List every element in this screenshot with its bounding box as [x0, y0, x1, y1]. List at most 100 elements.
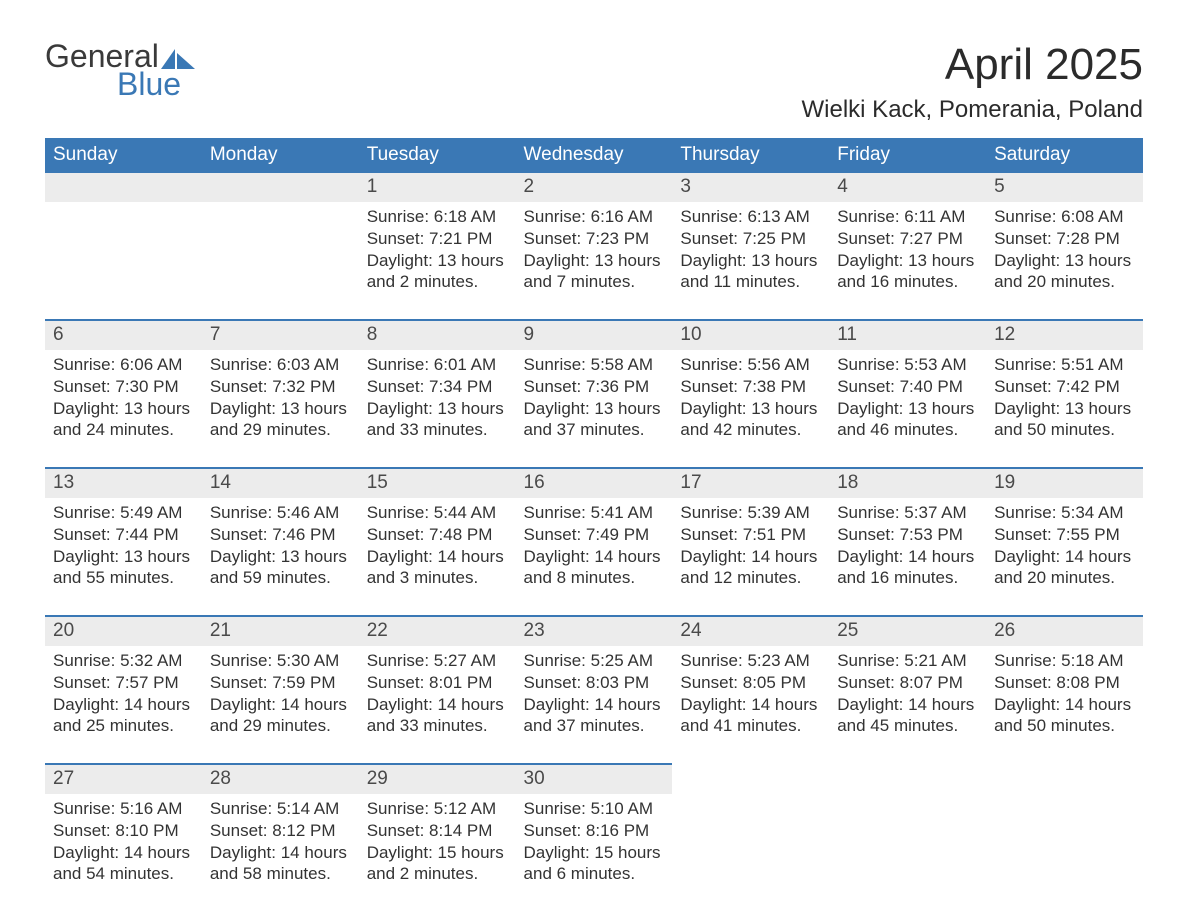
day-cell: 1Sunrise: 6:18 AMSunset: 7:21 PMDaylight… [359, 173, 516, 320]
daylight-line-2: and 59 minutes. [210, 567, 351, 589]
sunrise-line: Sunrise: 5:44 AM [367, 502, 508, 524]
sunrise-line: Sunrise: 5:18 AM [994, 650, 1135, 672]
day-cell: 28Sunrise: 5:14 AMSunset: 8:12 PMDayligh… [202, 764, 359, 911]
daylight-line-2: and 50 minutes. [994, 715, 1135, 737]
daylight-line-2: and 16 minutes. [837, 567, 978, 589]
day-cell: 4Sunrise: 6:11 AMSunset: 7:27 PMDaylight… [829, 173, 986, 320]
day-body: Sunrise: 6:11 AMSunset: 7:27 PMDaylight:… [829, 202, 986, 319]
sunset-line: Sunset: 7:57 PM [53, 672, 194, 694]
day-number: 14 [202, 469, 359, 498]
day-number: 6 [45, 321, 202, 350]
day-number: 16 [516, 469, 673, 498]
daylight-line-1: Daylight: 14 hours [994, 694, 1135, 716]
day-cell: 20Sunrise: 5:32 AMSunset: 7:57 PMDayligh… [45, 616, 202, 764]
sunrise-line: Sunrise: 5:21 AM [837, 650, 978, 672]
day-number: 24 [672, 617, 829, 646]
daylight-line-1: Daylight: 14 hours [680, 694, 821, 716]
day-body [672, 764, 829, 870]
daylight-line-2: and 33 minutes. [367, 715, 508, 737]
daylight-line-1: Daylight: 14 hours [837, 546, 978, 568]
day-body: Sunrise: 5:58 AMSunset: 7:36 PMDaylight:… [516, 350, 673, 467]
day-body: Sunrise: 5:21 AMSunset: 8:07 PMDaylight:… [829, 646, 986, 763]
daylight-line-2: and 55 minutes. [53, 567, 194, 589]
day-body: Sunrise: 5:39 AMSunset: 7:51 PMDaylight:… [672, 498, 829, 615]
daylight-line-2: and 45 minutes. [837, 715, 978, 737]
day-body: Sunrise: 5:51 AMSunset: 7:42 PMDaylight:… [986, 350, 1143, 467]
day-body: Sunrise: 5:14 AMSunset: 8:12 PMDaylight:… [202, 794, 359, 911]
sunset-line: Sunset: 8:07 PM [837, 672, 978, 694]
day-body: Sunrise: 5:10 AMSunset: 8:16 PMDaylight:… [516, 794, 673, 911]
sunset-line: Sunset: 8:16 PM [524, 820, 665, 842]
daylight-line-2: and 25 minutes. [53, 715, 194, 737]
day-number [202, 173, 359, 202]
daylight-line-2: and 33 minutes. [367, 419, 508, 441]
day-number: 11 [829, 321, 986, 350]
sunset-line: Sunset: 7:55 PM [994, 524, 1135, 546]
day-cell: 9Sunrise: 5:58 AMSunset: 7:36 PMDaylight… [516, 320, 673, 468]
week-row: 20Sunrise: 5:32 AMSunset: 7:57 PMDayligh… [45, 616, 1143, 764]
sunset-line: Sunset: 8:08 PM [994, 672, 1135, 694]
day-cell [986, 764, 1143, 911]
week-row: 13Sunrise: 5:49 AMSunset: 7:44 PMDayligh… [45, 468, 1143, 616]
day-number: 25 [829, 617, 986, 646]
day-number: 22 [359, 617, 516, 646]
sunset-line: Sunset: 8:01 PM [367, 672, 508, 694]
day-cell [45, 173, 202, 320]
sunset-line: Sunset: 7:49 PM [524, 524, 665, 546]
daylight-line-1: Daylight: 15 hours [367, 842, 508, 864]
daylight-line-2: and 11 minutes. [680, 271, 821, 293]
sunset-line: Sunset: 7:59 PM [210, 672, 351, 694]
day-number: 21 [202, 617, 359, 646]
sunset-line: Sunset: 7:53 PM [837, 524, 978, 546]
day-cell [672, 764, 829, 911]
sunset-line: Sunset: 7:36 PM [524, 376, 665, 398]
daylight-line-1: Daylight: 14 hours [53, 842, 194, 864]
daylight-line-1: Daylight: 14 hours [210, 842, 351, 864]
day-number: 7 [202, 321, 359, 350]
day-body: Sunrise: 6:01 AMSunset: 7:34 PMDaylight:… [359, 350, 516, 467]
daylight-line-1: Daylight: 13 hours [994, 398, 1135, 420]
day-cell: 19Sunrise: 5:34 AMSunset: 7:55 PMDayligh… [986, 468, 1143, 616]
day-number: 9 [516, 321, 673, 350]
col-sunday: Sunday [45, 138, 202, 173]
daylight-line-2: and 2 minutes. [367, 863, 508, 885]
daylight-line-1: Daylight: 14 hours [367, 694, 508, 716]
day-body: Sunrise: 5:44 AMSunset: 7:48 PMDaylight:… [359, 498, 516, 615]
daylight-line-1: Daylight: 14 hours [994, 546, 1135, 568]
daylight-line-2: and 58 minutes. [210, 863, 351, 885]
daylight-line-2: and 41 minutes. [680, 715, 821, 737]
daylight-line-1: Daylight: 13 hours [837, 250, 978, 272]
day-body: Sunrise: 5:16 AMSunset: 8:10 PMDaylight:… [45, 794, 202, 911]
sunrise-line: Sunrise: 6:06 AM [53, 354, 194, 376]
day-body: Sunrise: 5:34 AMSunset: 7:55 PMDaylight:… [986, 498, 1143, 615]
day-number: 10 [672, 321, 829, 350]
day-cell: 23Sunrise: 5:25 AMSunset: 8:03 PMDayligh… [516, 616, 673, 764]
sunset-line: Sunset: 8:05 PM [680, 672, 821, 694]
sunrise-line: Sunrise: 6:13 AM [680, 206, 821, 228]
sunrise-line: Sunrise: 5:58 AM [524, 354, 665, 376]
daylight-line-2: and 16 minutes. [837, 271, 978, 293]
daylight-line-2: and 37 minutes. [524, 715, 665, 737]
day-header-row: Sunday Monday Tuesday Wednesday Thursday… [45, 138, 1143, 173]
daylight-line-1: Daylight: 13 hours [210, 546, 351, 568]
day-body: Sunrise: 5:23 AMSunset: 8:05 PMDaylight:… [672, 646, 829, 763]
daylight-line-1: Daylight: 14 hours [524, 546, 665, 568]
sunset-line: Sunset: 7:27 PM [837, 228, 978, 250]
location-subtitle: Wielki Kack, Pomerania, Poland [802, 96, 1143, 124]
week-row: 1Sunrise: 6:18 AMSunset: 7:21 PMDaylight… [45, 173, 1143, 320]
day-number: 17 [672, 469, 829, 498]
daylight-line-1: Daylight: 14 hours [53, 694, 194, 716]
daylight-line-2: and 20 minutes. [994, 271, 1135, 293]
day-cell: 24Sunrise: 5:23 AMSunset: 8:05 PMDayligh… [672, 616, 829, 764]
day-body: Sunrise: 5:27 AMSunset: 8:01 PMDaylight:… [359, 646, 516, 763]
sunset-line: Sunset: 7:34 PM [367, 376, 508, 398]
day-cell: 12Sunrise: 5:51 AMSunset: 7:42 PMDayligh… [986, 320, 1143, 468]
daylight-line-2: and 20 minutes. [994, 567, 1135, 589]
sunset-line: Sunset: 7:21 PM [367, 228, 508, 250]
day-body: Sunrise: 5:56 AMSunset: 7:38 PMDaylight:… [672, 350, 829, 467]
sunset-line: Sunset: 7:42 PM [994, 376, 1135, 398]
day-number: 3 [672, 173, 829, 202]
col-saturday: Saturday [986, 138, 1143, 173]
day-cell: 16Sunrise: 5:41 AMSunset: 7:49 PMDayligh… [516, 468, 673, 616]
daylight-line-2: and 3 minutes. [367, 567, 508, 589]
